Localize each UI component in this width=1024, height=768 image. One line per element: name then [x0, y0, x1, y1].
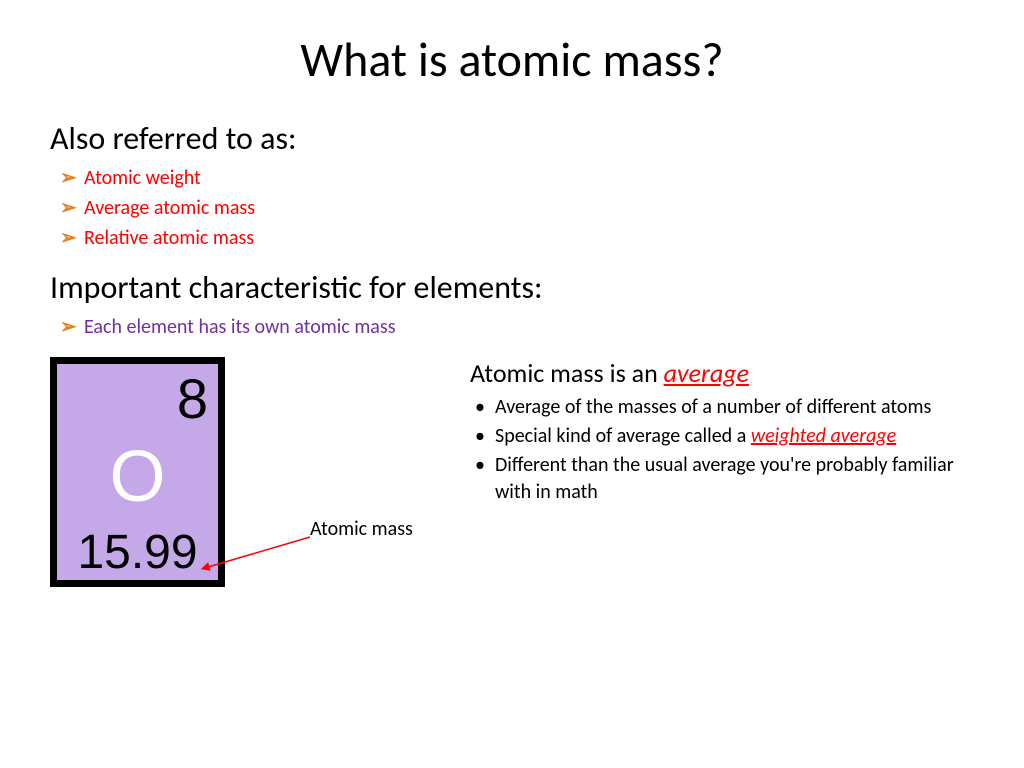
section2-list: ➢ Each element has its own atomic mass [60, 312, 974, 342]
list-item-text: Different than the usual average you're … [495, 452, 974, 506]
section1-list: ➢ Atomic weight ➢ Average atomic mass ➢ … [60, 163, 974, 253]
section2-heading: Important characteristic for elements: [50, 268, 974, 307]
list-item: ➢ Average atomic mass [60, 193, 974, 223]
dot-bullet-icon: • [475, 423, 495, 450]
arrow-bullet-icon: ➢ [60, 312, 84, 342]
list-item-text: Atomic weight [84, 163, 201, 193]
atomic-number: 8 [177, 366, 208, 431]
sub-heading-prefix: Atomic mass is an [470, 357, 664, 389]
list-item: ➢ Relative atomic mass [60, 223, 974, 253]
section1-heading: Also referred to as: [50, 119, 974, 158]
right-content: Atomic mass is an average • Average of t… [450, 357, 974, 587]
bullet-pre: Special kind of average called a [495, 424, 751, 448]
sub-heading: Atomic mass is an average [470, 357, 974, 389]
list-item-text: Average atomic mass [84, 193, 255, 223]
list-item-text: Relative atomic mass [84, 223, 254, 253]
list-item-text: Each element has its own atomic mass [84, 312, 396, 342]
slide-title: What is atomic mass? [50, 30, 974, 89]
list-item: • Different than the usual average you'r… [475, 452, 974, 506]
list-item: ➢ Atomic weight [60, 163, 974, 193]
list-item: ➢ Each element has its own atomic mass [60, 312, 974, 342]
arrow-bullet-icon: ➢ [60, 223, 84, 253]
dot-bullet-icon: • [475, 394, 495, 421]
atomic-mass-value: 15.99 [57, 525, 218, 580]
bottom-section: 8 O 15.99 Atomic mass Atomic mass is an … [50, 357, 974, 587]
dot-bullet-icon: • [475, 452, 495, 479]
arrow-icon [200, 532, 320, 582]
element-tile-wrap: 8 O 15.99 Atomic mass [50, 357, 450, 587]
bullet-emph: weighted average [751, 424, 896, 448]
sub-heading-emph: average [664, 357, 749, 389]
element-tile: 8 O 15.99 [50, 357, 225, 587]
list-item-text: Average of the masses of a number of dif… [495, 394, 931, 421]
list-item-text: Special kind of average called a weighte… [495, 423, 896, 450]
arrow-label: Atomic mass [310, 517, 413, 541]
list-item: • Average of the masses of a number of d… [475, 394, 974, 421]
dot-list: • Average of the masses of a number of d… [475, 394, 974, 506]
list-item: • Special kind of average called a weigh… [475, 423, 974, 450]
element-symbol: O [57, 436, 218, 518]
arrow-bullet-icon: ➢ [60, 163, 84, 193]
arrow-bullet-icon: ➢ [60, 193, 84, 223]
